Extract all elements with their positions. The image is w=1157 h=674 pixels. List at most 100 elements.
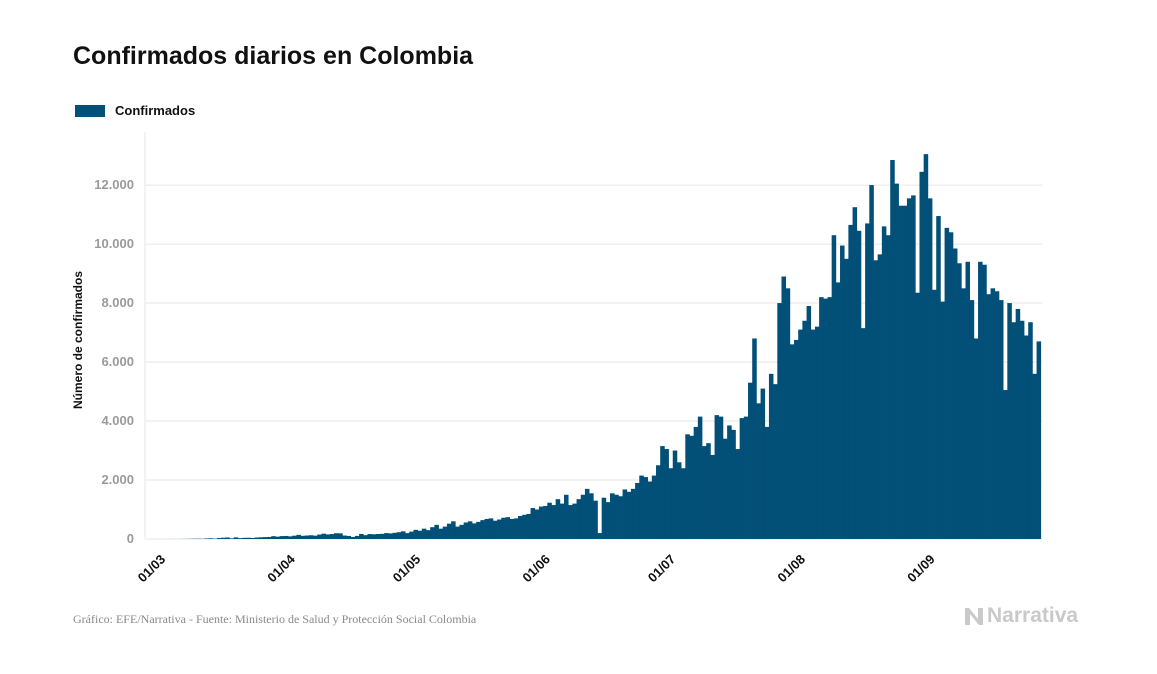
bar	[329, 534, 335, 539]
bar	[442, 526, 448, 539]
bar	[814, 326, 820, 539]
bar	[819, 297, 824, 539]
bar	[564, 494, 569, 539]
bar	[275, 536, 280, 539]
bar	[430, 527, 435, 539]
bar	[589, 493, 594, 539]
bar	[681, 468, 686, 539]
bar	[1007, 303, 1012, 539]
bar	[580, 494, 586, 539]
bar	[957, 263, 962, 539]
bar	[501, 517, 506, 539]
bar	[622, 489, 628, 539]
bar	[530, 508, 536, 539]
bar	[518, 516, 523, 539]
bar	[1028, 322, 1033, 539]
x-axis-ticks: 01/03 01/04 01/05 01/06 01/07 01/08 01/09	[135, 551, 938, 585]
y-tick-label: 2.000	[101, 472, 134, 487]
bar	[308, 535, 314, 539]
bar	[392, 532, 398, 539]
bar	[973, 338, 979, 539]
bar	[250, 538, 255, 539]
bar	[998, 300, 1004, 539]
bar	[325, 534, 331, 539]
bar	[271, 536, 276, 539]
y-tick-label: 4.000	[101, 413, 134, 428]
y-tick-label: 6.000	[101, 354, 134, 369]
y-tick-label: 12.000	[94, 177, 134, 192]
bar	[932, 289, 937, 539]
bar	[1036, 341, 1042, 539]
bar	[940, 301, 945, 539]
bar	[643, 477, 649, 539]
y-tick-label: 8.000	[101, 295, 134, 310]
x-tick-label: 01/05	[390, 552, 424, 586]
bar	[1019, 320, 1025, 539]
bar	[451, 521, 456, 539]
bar	[777, 303, 782, 539]
bar	[768, 373, 774, 539]
bar	[764, 426, 770, 539]
bar	[927, 198, 933, 540]
bar	[296, 534, 301, 539]
bar	[317, 534, 322, 539]
bar	[614, 494, 619, 539]
bars	[170, 154, 1042, 540]
bar	[722, 438, 728, 539]
bar	[906, 198, 912, 540]
bar	[384, 533, 389, 539]
bar	[288, 536, 293, 539]
bar	[802, 320, 807, 539]
bar	[338, 533, 343, 539]
bar	[848, 224, 853, 539]
bar	[555, 499, 561, 539]
bar	[509, 518, 515, 539]
bar	[405, 533, 410, 539]
bar	[522, 514, 527, 539]
bar	[994, 291, 1000, 539]
bar	[354, 535, 360, 539]
bar	[543, 505, 548, 539]
bar	[806, 306, 812, 539]
x-tick-label: 01/09	[904, 552, 938, 586]
bar	[810, 329, 816, 539]
bar	[597, 533, 602, 539]
bar	[689, 435, 695, 539]
bar	[1032, 373, 1037, 539]
bar	[472, 523, 477, 539]
bar	[242, 537, 247, 539]
bar	[693, 426, 699, 539]
bar	[789, 344, 795, 539]
bar	[233, 537, 239, 539]
bar	[534, 509, 540, 539]
bar	[292, 535, 297, 539]
bar	[229, 538, 234, 539]
y-tick-label: 10.000	[94, 236, 134, 251]
bar	[572, 503, 577, 539]
bar	[743, 416, 749, 539]
bar	[710, 454, 715, 539]
bar	[794, 339, 799, 539]
bar	[1011, 322, 1017, 539]
bar	[467, 521, 473, 539]
bar	[618, 496, 623, 539]
bar	[375, 533, 381, 539]
bar	[313, 535, 318, 539]
bar	[919, 171, 925, 539]
chart-title: Confirmados diarios en Colombia	[73, 42, 474, 70]
x-tick-label: 01/06	[519, 552, 553, 586]
bar	[936, 216, 941, 540]
bar	[559, 503, 565, 539]
bar	[785, 288, 791, 539]
bar	[798, 329, 803, 539]
bar	[748, 382, 753, 539]
bar	[685, 434, 690, 539]
bar	[350, 536, 356, 539]
bar	[647, 481, 653, 539]
y-axis-title: Número de confirmados	[71, 271, 85, 409]
bar	[697, 416, 703, 539]
bar	[380, 533, 385, 539]
legend-label: Confirmados	[115, 103, 196, 118]
bar	[283, 535, 289, 539]
x-tick-label: 01/03	[135, 552, 169, 586]
